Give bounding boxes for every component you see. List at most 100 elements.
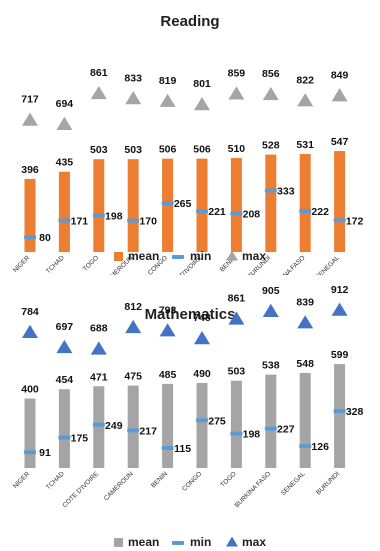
mathematics-category-label: NIGER [12, 470, 32, 490]
mathematics-min-marker [230, 431, 243, 436]
reading-min-label: 208 [243, 209, 261, 221]
mathematics-max-label: 784 [21, 306, 39, 318]
mathematics-mean-bar [196, 382, 208, 468]
mathematics-min-label: 198 [243, 429, 261, 441]
reading-min-label: 172 [346, 215, 364, 227]
reading-max-label: 833 [124, 72, 142, 84]
mathematics-mean-bar [265, 374, 277, 468]
mathematics-category-label: CONGO [181, 470, 203, 492]
mathematics-min-marker [58, 435, 71, 440]
mathematics-min-marker [161, 446, 174, 451]
mathematics-mean-bar [334, 364, 346, 468]
mathematics-mean-label: 490 [193, 368, 211, 380]
reading-max-label: 819 [159, 75, 177, 87]
mathematics-mean-bar [299, 372, 311, 468]
mathematics-max-marker [125, 319, 142, 334]
reading-category-label: SENEGAL [314, 254, 341, 275]
reading-category-label: TCHAD [45, 254, 66, 275]
reading-min-label: 80 [39, 232, 51, 244]
reading-mean-bar [196, 158, 208, 252]
reading-max-label: 694 [56, 98, 74, 110]
mathematics-legend-min-label: min [190, 535, 211, 549]
reading-max-marker [331, 88, 348, 102]
mathematics-legend-max-label: max [242, 535, 266, 549]
mathematics-min-label: 328 [346, 406, 364, 418]
reading-legend-min-label: min [190, 249, 211, 263]
mathematics-mean-bar [162, 383, 174, 468]
reading-min-marker [127, 218, 140, 223]
reading-max-marker [228, 86, 245, 100]
reading-legend-min-swatch [172, 255, 184, 259]
mathematics-max-marker [297, 315, 314, 329]
mathematics-min-marker [24, 450, 36, 455]
reading-max-marker [159, 93, 176, 107]
reading-max-label: 856 [262, 68, 280, 80]
mathematics-mean-label: 599 [331, 349, 349, 361]
mathematics-legend-mean-label: mean [128, 535, 159, 549]
mathematics-max-marker [228, 311, 245, 325]
reading-mean-bar [265, 154, 277, 252]
mathematics-min-marker [264, 426, 277, 431]
reading-mean-label: 506 [159, 144, 177, 156]
reading-mean-label: 435 [56, 157, 74, 169]
mathematics-min-label: 275 [208, 415, 226, 427]
mathematics-mean-label: 485 [159, 369, 177, 381]
reading-min-marker [333, 218, 346, 223]
reading-min-marker [161, 201, 174, 206]
reading-category-label: NIGER [12, 254, 32, 274]
mathematics-min-marker [196, 418, 208, 423]
mathematics-max-marker [90, 341, 107, 355]
mathematics-min-label: 227 [277, 424, 295, 436]
reading-mean-label: 531 [296, 139, 314, 151]
mathematics-category-label: CAMEROUN [103, 470, 135, 502]
mathematics-min-marker [127, 428, 140, 433]
mathematics-max-label: 688 [90, 323, 108, 335]
mathematics-max-label: 748 [193, 312, 211, 324]
mathematics-max-label: 839 [296, 296, 314, 308]
reading-category-label: TOGO [82, 254, 100, 272]
reading-chart: Reading 396 80 717 NIGER 435 171 694 TCHAD 503 198… [12, 13, 364, 275]
reading-mean-bar [334, 151, 346, 252]
reading-legend-max-swatch [226, 250, 238, 261]
reading-legend-mean-swatch [114, 252, 123, 261]
reading-min-label: 170 [139, 216, 157, 228]
mathematics-mean-label: 454 [56, 374, 74, 386]
mathematics-max-marker [331, 302, 348, 316]
reading-max-label: 822 [296, 74, 314, 86]
reading-max-label: 859 [228, 68, 246, 80]
reading-max-label: 801 [193, 78, 211, 90]
mathematics-max-label: 905 [262, 285, 280, 297]
reading-mean-label: 528 [262, 140, 280, 152]
mathematics-chart: Mathematics 400 91 784 NIGER 454 175 697 TCHAD 47… [12, 284, 364, 549]
reading-mean-label: 503 [124, 144, 142, 156]
reading-category-label: BURKINA FASO [268, 254, 307, 275]
mathematics-max-label: 861 [228, 293, 246, 305]
reading-title: Reading [160, 13, 219, 30]
reading-min-marker [299, 209, 312, 214]
reading-min-marker [230, 211, 243, 216]
mathematics-category-label: BURKINA FASO [234, 470, 273, 509]
reading-mean-label: 396 [21, 164, 39, 176]
mathematics-min-label: 175 [71, 433, 89, 445]
mathematics-mean-label: 400 [21, 384, 39, 396]
reading-min-label: 198 [105, 210, 123, 222]
reading-min-marker [196, 209, 208, 214]
mathematics-max-label: 912 [331, 284, 349, 296]
reading-max-marker [194, 97, 210, 111]
reading-mean-bar [127, 159, 139, 252]
reading-min-label: 333 [277, 186, 295, 198]
mathematics-max-marker [56, 339, 73, 354]
mathematics-min-label: 115 [174, 443, 191, 455]
mathematics-max-marker [159, 323, 176, 337]
mathematics-category-label: SENEGAL [280, 470, 307, 497]
mathematics-legend-max-swatch [226, 536, 238, 547]
reading-mean-bar [93, 159, 105, 252]
reading-max-marker [297, 93, 314, 107]
reading-max-marker [22, 112, 38, 126]
reading-max-marker [56, 116, 73, 130]
reading-max-label: 861 [90, 67, 108, 79]
mathematics-mean-bar [24, 398, 36, 468]
mathematics-min-label: 126 [311, 441, 329, 453]
reading-legend-max-label: max [242, 249, 266, 263]
